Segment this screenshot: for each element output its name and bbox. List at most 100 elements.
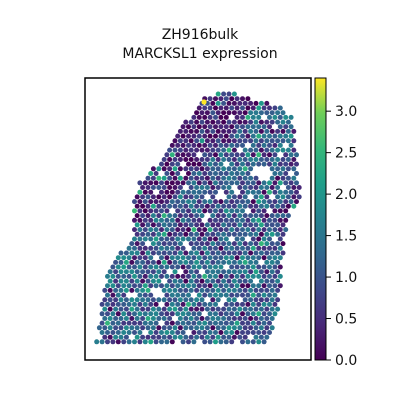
expression-spot [137,339,142,344]
colorbar-ticks: 0.00.51.01.52.02.53.0 [326,104,357,369]
expression-spot [200,297,205,302]
expression-spot [200,176,205,181]
expression-spot [140,316,145,321]
expression-spot [289,180,294,185]
expression-spot [162,335,167,340]
expression-spot [210,138,215,143]
expression-spot [105,283,110,288]
expression-spot [251,311,256,316]
expression-spot [202,321,207,326]
expression-spot [173,204,178,209]
expression-spot [189,297,194,302]
expression-spot [278,180,283,185]
expression-spot [116,274,121,279]
expression-spot [100,302,105,307]
expression-spot [232,297,237,302]
expression-spot [254,260,259,265]
expression-spot [173,297,178,302]
expression-spot [121,283,126,288]
expression-spot [186,190,191,195]
expression-spot [229,171,234,176]
expression-spot [124,288,129,293]
expression-spot [289,199,294,204]
expression-spot [202,330,207,335]
expression-spot [110,302,115,307]
expression-spot [140,241,145,246]
expression-spot [256,106,261,111]
expression-spot [248,325,253,330]
expression-spot [227,232,232,237]
expression-spot [167,251,172,256]
expression-spot [262,283,267,288]
expression-spot [235,237,240,242]
expression-spot [264,279,269,284]
expression-spot [245,171,250,176]
expression-spot [216,288,221,293]
expression-spot [100,321,105,326]
expression-spot [189,185,194,190]
expression-spot [208,227,213,232]
expression-spot [181,237,186,242]
expression-spot [175,208,180,213]
expression-spot [164,293,169,298]
expression-spot [186,162,191,167]
expression-spot [216,138,221,143]
expression-spot [221,213,226,218]
expression-spot [213,190,218,195]
expression-spot [289,162,294,167]
expression-spot [259,297,264,302]
expression-spot [197,274,202,279]
expression-spot [286,138,291,143]
expression-spot [135,316,140,321]
expression-spot [216,232,221,237]
expression-spot [191,339,196,344]
expression-spot [173,307,178,312]
expression-spot [232,194,237,199]
expression-spot [143,208,148,213]
expression-spot [245,293,250,298]
expression-spot [216,176,221,181]
expression-spot [259,269,264,274]
expression-spot [183,288,188,293]
expression-spot [227,269,232,274]
expression-spot [183,148,188,153]
expression-spot [216,204,221,209]
expression-spot [156,260,161,265]
expression-spot [240,246,245,251]
expression-spot [116,311,121,316]
expression-spot [200,148,205,153]
expression-spot [151,251,156,256]
expression-spot [189,288,194,293]
expression-spot [213,152,218,157]
expression-spot [235,106,240,111]
expression-spot [224,321,229,326]
expression-spot [135,213,140,218]
expression-spot [148,246,153,251]
expression-spot [272,208,277,213]
expression-spot [216,101,221,106]
expression-spot [146,222,151,227]
expression-spot [218,255,223,260]
expression-spot [159,199,164,204]
expression-spot [156,241,161,246]
expression-spot [213,311,218,316]
expression-spot [102,307,107,312]
expression-spot [129,297,134,302]
expression-spot [275,148,280,153]
expression-spot [167,148,172,153]
expression-spot [124,251,129,256]
expression-spot [162,194,167,199]
expression-spot [186,255,191,260]
expression-spot [143,190,148,195]
expression-spot [208,106,213,111]
expression-spot [151,204,156,209]
expression-spot [137,246,142,251]
expression-spot [146,288,151,293]
expression-spot [254,269,259,274]
expression-spot [167,232,172,237]
expression-spot [173,325,178,330]
expression-spot [240,227,245,232]
expression-spot [294,162,299,167]
expression-spot [245,96,250,101]
expression-spot [289,124,294,129]
